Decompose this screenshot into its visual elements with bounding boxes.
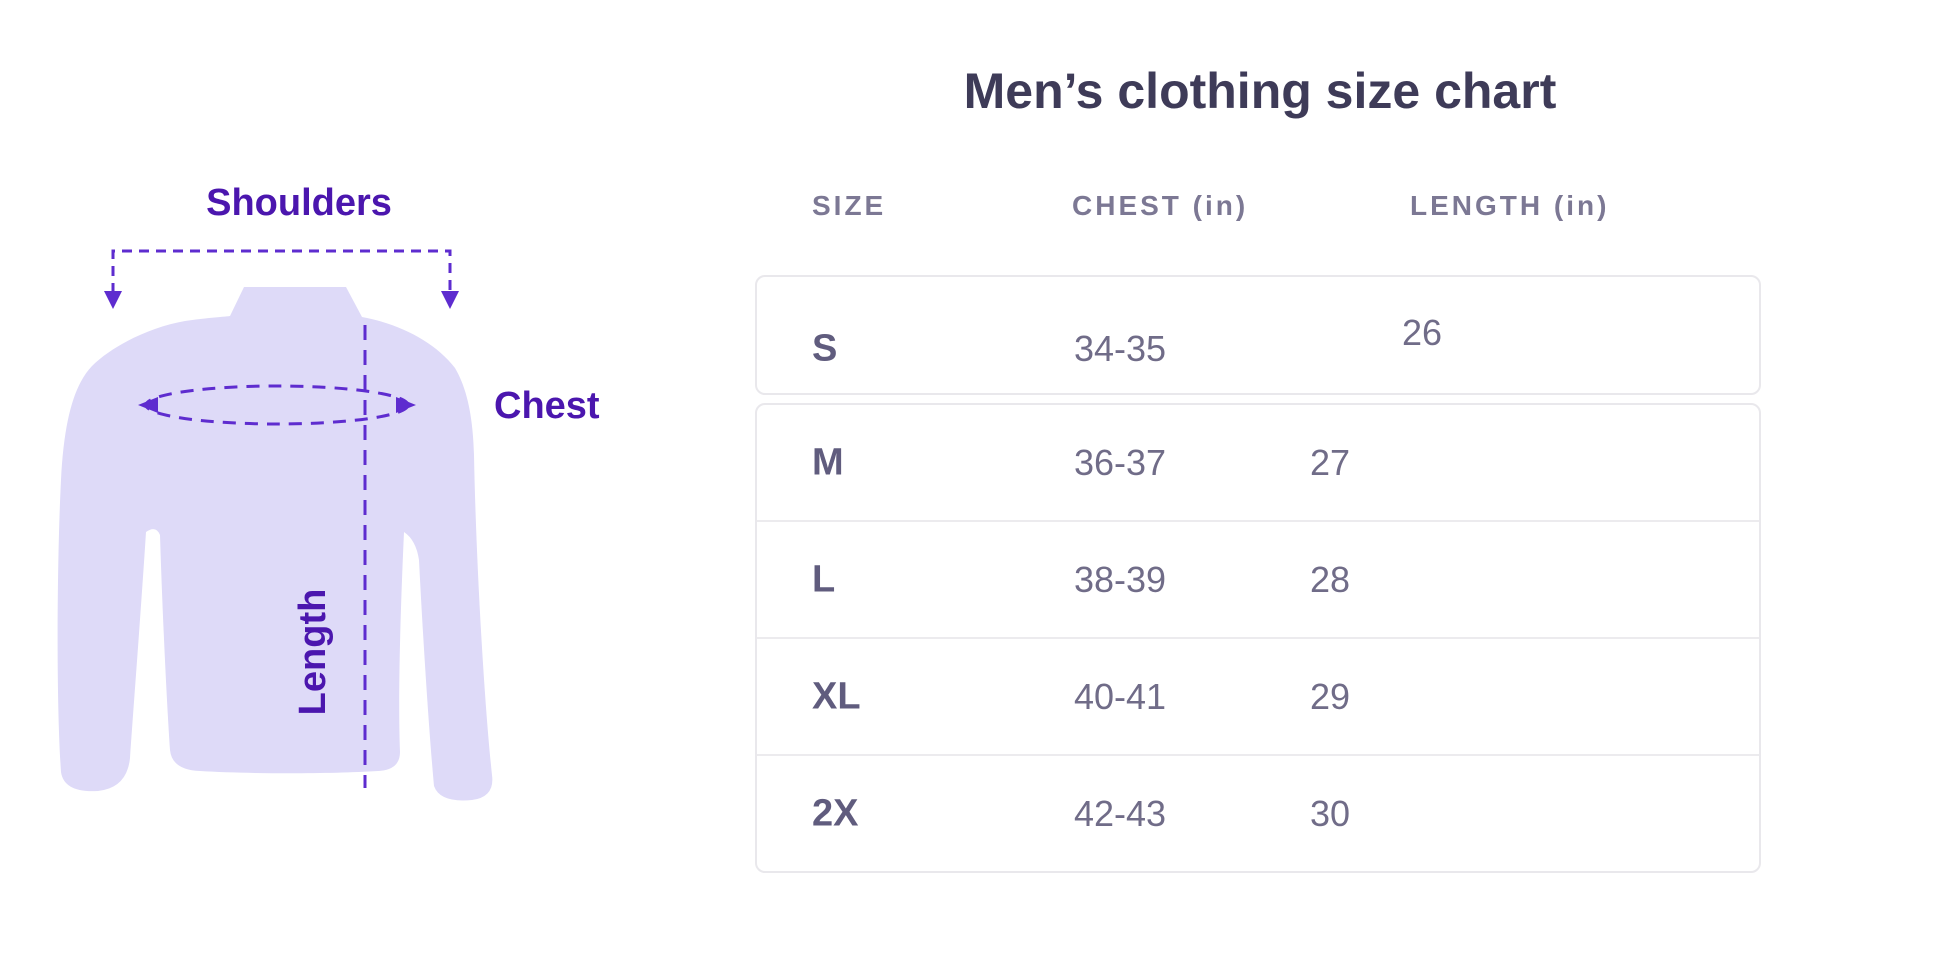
- table-header-row: SIZE CHEST (in) LENGTH (in): [755, 190, 1765, 230]
- size-cell: 2X: [812, 792, 859, 834]
- shoulders-measure-line: [111, 249, 452, 293]
- table-card-first: S 34-35 26: [755, 275, 1761, 395]
- shoulders-arrow-left: [104, 291, 122, 309]
- chest-cell: 40-41: [1074, 675, 1167, 717]
- table-row: XL 40-41 29: [757, 639, 1759, 756]
- chart-title: Men’s clothing size chart: [963, 63, 1557, 119]
- table-row: 2X 42-43 30: [757, 756, 1759, 871]
- chest-arrow-right: [396, 397, 416, 413]
- shirt-measurement-diagram: Shoulders Chest Length: [0, 0, 660, 977]
- length-cell: 26: [1402, 312, 1443, 353]
- table-row: M 36-37 27: [757, 405, 1759, 522]
- column-header-length: LENGTH (in): [1410, 190, 1610, 221]
- column-header-size: SIZE: [812, 190, 887, 221]
- chest-cell: 34-35: [1074, 328, 1167, 369]
- length-cell: 27: [1310, 441, 1351, 483]
- size-cell: S: [812, 327, 838, 370]
- table-row: S 34-35 26: [757, 277, 1759, 393]
- length-cell: 28: [1310, 558, 1351, 600]
- length-cell: 30: [1310, 792, 1351, 834]
- table-row: L 38-39 28: [757, 522, 1759, 639]
- shirt-diagram-svg: [57, 249, 493, 801]
- shoulders-label: Shoulders: [206, 182, 392, 224]
- length-cell: 29: [1310, 675, 1351, 717]
- size-cell: M: [812, 441, 844, 483]
- chest-arrow-left: [138, 397, 158, 413]
- length-label: Length: [292, 588, 334, 716]
- chest-cell: 38-39: [1074, 558, 1167, 600]
- column-header-chest: CHEST (in): [1072, 190, 1249, 221]
- table-card-rest: M 36-37 27 L 38-39 28 XL 40-41 29 2X 42-…: [755, 403, 1761, 873]
- chest-cell: 36-37: [1074, 441, 1167, 483]
- chest-cell: 42-43: [1074, 792, 1167, 834]
- chest-label: Chest: [494, 385, 600, 427]
- size-chart: Men’s clothing size chart SIZE CHEST (in…: [755, 0, 1765, 977]
- shoulders-arrow-right: [441, 291, 459, 309]
- size-cell: XL: [812, 675, 861, 717]
- size-cell: L: [812, 558, 836, 600]
